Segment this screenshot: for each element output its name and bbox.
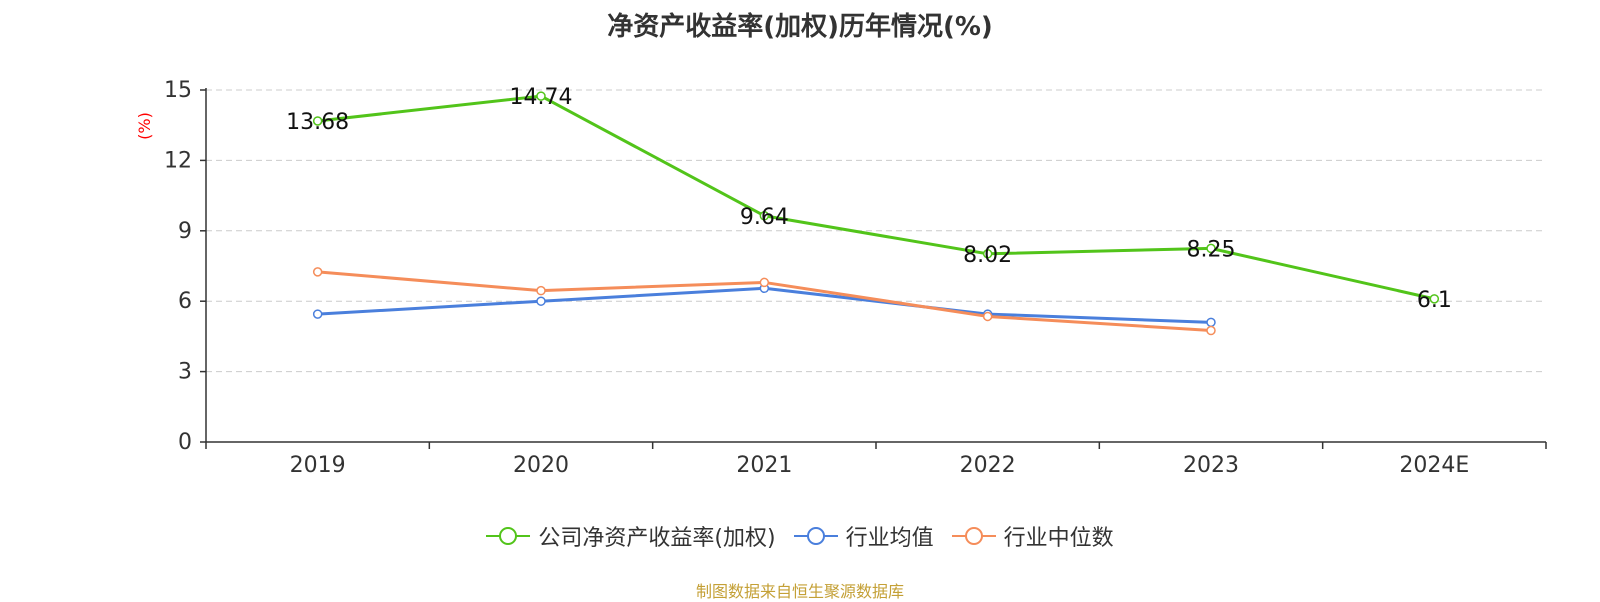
data-point: [536, 296, 546, 306]
x-tick-label: 2023: [1183, 453, 1239, 478]
data-point: [1206, 325, 1216, 336]
y-tick-label: 0: [178, 430, 192, 455]
y-tick-label: 12: [164, 148, 192, 173]
y-tick-label: 6: [178, 289, 192, 314]
legend-circle-company-roe: [499, 527, 518, 545]
data-label: 14.74: [510, 85, 573, 110]
source-note: 制图数据来自恒生聚源数据库: [695, 582, 904, 601]
x-tick-label: 2021: [736, 453, 792, 478]
legend-circle-industry-mean: [806, 527, 825, 545]
y-tick-label: 9: [178, 219, 192, 244]
data-label: 8.02: [963, 243, 1012, 268]
legend-label-company-roe: 公司净资产收益率(加权): [538, 526, 776, 551]
data-label: 13.68: [286, 110, 349, 135]
series-line: [317, 94, 1435, 301]
data-point: [1206, 243, 1216, 254]
legend-label-industry-mean: 行业均值: [845, 526, 934, 551]
y-axis-label: (%): [135, 112, 154, 140]
data-point: [982, 311, 993, 322]
data-point: [982, 249, 993, 259]
legend-label-industry-median: 行业中位数: [1003, 526, 1114, 551]
data-label: 9.64: [740, 205, 789, 230]
data-point: [536, 91, 546, 101]
data-point: [536, 285, 546, 296]
data-point: [312, 309, 323, 319]
y-tick-label: 3: [178, 360, 192, 385]
series-line: [317, 286, 1212, 324]
x-tick-label: 2020: [513, 453, 569, 478]
y-tick-label: 15: [164, 78, 192, 103]
legend-marker-industry-median: [951, 527, 996, 545]
legend-item-industry-mean[interactable]: 行业均值: [793, 520, 934, 552]
legend-item-company-roe[interactable]: 公司净资产收益率(加权): [486, 520, 776, 552]
data-label: 6.1: [1417, 288, 1452, 313]
x-tick-label: 2019: [290, 453, 346, 478]
x-tick-label: 2022: [960, 453, 1016, 478]
data-point: [1429, 294, 1440, 304]
legend-circle-industry-median: [964, 527, 983, 545]
legend: 公司净资产收益率(加权) 行业均值 行业中位数: [0, 520, 1600, 552]
data-point: [312, 267, 323, 277]
legend-marker-company-roe: [486, 527, 531, 545]
legend-marker-industry-mean: [793, 527, 838, 545]
data-label: 8.25: [1187, 237, 1236, 262]
legend-item-industry-median[interactable]: 行业中位数: [951, 520, 1114, 552]
data-point: [759, 277, 770, 288]
data-point: [1206, 317, 1216, 328]
x-tick-label: 2024E: [1399, 453, 1469, 478]
data-point: [312, 116, 323, 126]
chart-title: 净资产收益率(加权)历年情况(%): [607, 12, 993, 42]
data-point: [759, 211, 770, 221]
